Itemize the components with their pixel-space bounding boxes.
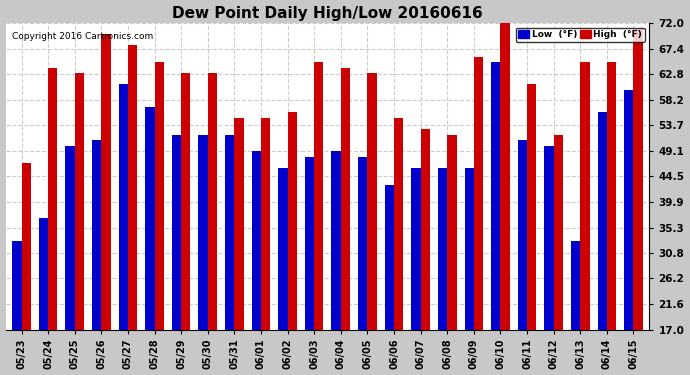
Bar [66, 146, 75, 330]
Bar [464, 168, 474, 330]
Bar [421, 129, 430, 330]
Bar [288, 112, 297, 330]
Bar [518, 140, 527, 330]
Bar [571, 241, 580, 330]
Bar [553, 135, 563, 330]
Bar [155, 62, 164, 330]
Bar [438, 168, 447, 330]
Bar [252, 152, 261, 330]
Bar [208, 73, 217, 330]
Bar [314, 62, 324, 330]
Bar [92, 140, 101, 330]
Bar [261, 118, 270, 330]
Bar [278, 168, 288, 330]
Bar [411, 168, 421, 330]
Bar [491, 62, 500, 330]
Bar [21, 162, 31, 330]
Bar [544, 146, 553, 330]
Bar [181, 73, 190, 330]
Bar [172, 135, 181, 330]
Bar [598, 112, 607, 330]
Bar [225, 135, 235, 330]
Bar [500, 18, 510, 330]
Bar [624, 90, 633, 330]
Bar [331, 152, 341, 330]
Bar [12, 241, 21, 330]
Bar [474, 57, 483, 330]
Bar [447, 135, 457, 330]
Bar [385, 185, 394, 330]
Title: Dew Point Daily High/Low 20160616: Dew Point Daily High/Low 20160616 [172, 6, 483, 21]
Bar [119, 84, 128, 330]
Bar [305, 157, 314, 330]
Text: Copyright 2016 Cartronics.com: Copyright 2016 Cartronics.com [12, 32, 153, 41]
Bar [580, 62, 589, 330]
Bar [341, 68, 350, 330]
Bar [75, 73, 84, 330]
Bar [39, 218, 48, 330]
Bar [358, 157, 367, 330]
Bar [199, 135, 208, 330]
Bar [607, 62, 616, 330]
Bar [48, 68, 57, 330]
Bar [128, 45, 137, 330]
Bar [394, 118, 404, 330]
Legend: Low  (°F), High  (°F): Low (°F), High (°F) [515, 28, 645, 42]
Bar [633, 28, 643, 330]
Bar [527, 84, 536, 330]
Bar [235, 118, 244, 330]
Bar [101, 34, 110, 330]
Bar [145, 107, 155, 330]
Bar [367, 73, 377, 330]
